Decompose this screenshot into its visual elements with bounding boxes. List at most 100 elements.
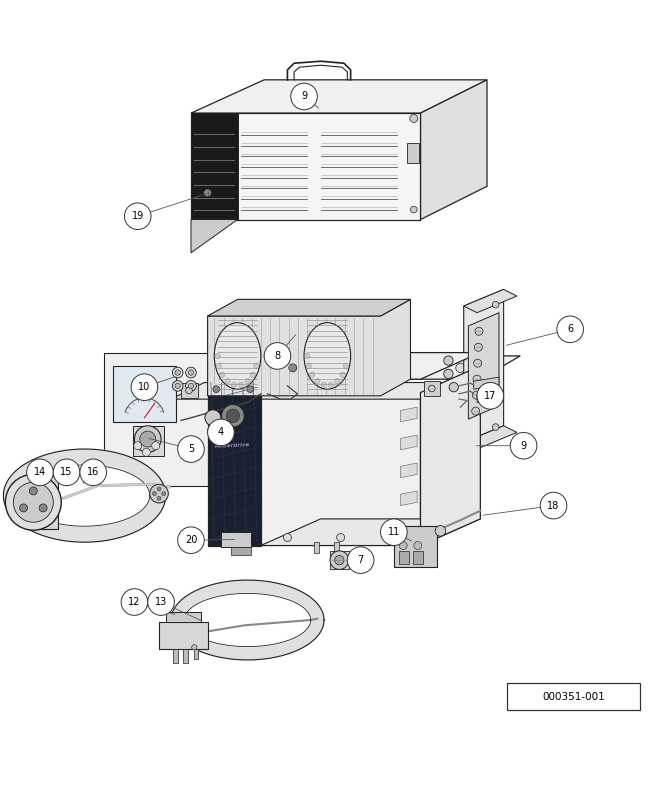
Text: 16: 16 xyxy=(87,467,100,477)
Circle shape xyxy=(475,327,483,335)
Circle shape xyxy=(186,387,192,394)
Circle shape xyxy=(473,375,481,383)
Polygon shape xyxy=(413,551,423,564)
Text: 9: 9 xyxy=(520,440,526,451)
Circle shape xyxy=(291,83,317,110)
Polygon shape xyxy=(330,551,349,569)
Circle shape xyxy=(283,534,291,542)
Circle shape xyxy=(226,409,240,422)
Ellipse shape xyxy=(304,323,351,389)
Circle shape xyxy=(297,96,305,104)
Polygon shape xyxy=(208,299,411,396)
Circle shape xyxy=(148,589,174,615)
Polygon shape xyxy=(171,580,324,660)
Circle shape xyxy=(215,353,220,359)
Circle shape xyxy=(157,496,161,500)
Text: 15: 15 xyxy=(60,467,73,477)
Polygon shape xyxy=(159,622,208,648)
Circle shape xyxy=(162,491,166,495)
Text: 10: 10 xyxy=(138,382,150,392)
Polygon shape xyxy=(191,113,238,220)
Text: 20: 20 xyxy=(185,535,197,545)
Circle shape xyxy=(192,644,197,650)
Circle shape xyxy=(216,363,222,369)
Circle shape xyxy=(254,363,259,369)
Circle shape xyxy=(150,484,168,503)
Polygon shape xyxy=(464,290,504,443)
Circle shape xyxy=(188,370,194,375)
Polygon shape xyxy=(208,299,411,316)
Bar xyxy=(507,682,640,710)
Circle shape xyxy=(540,492,567,519)
Circle shape xyxy=(328,382,333,388)
Circle shape xyxy=(492,424,499,430)
Circle shape xyxy=(474,360,482,367)
Circle shape xyxy=(13,482,53,522)
Circle shape xyxy=(140,431,156,447)
Bar xyxy=(314,542,319,553)
Circle shape xyxy=(289,364,297,372)
Circle shape xyxy=(435,525,446,536)
Circle shape xyxy=(472,391,480,399)
Circle shape xyxy=(134,442,142,450)
Circle shape xyxy=(444,356,453,365)
Circle shape xyxy=(186,381,196,391)
Polygon shape xyxy=(401,407,417,422)
Circle shape xyxy=(399,542,407,550)
Circle shape xyxy=(186,367,196,378)
Circle shape xyxy=(414,542,422,550)
Bar xyxy=(194,648,198,659)
Circle shape xyxy=(477,382,504,409)
Text: 11: 11 xyxy=(387,528,400,537)
Circle shape xyxy=(315,378,320,384)
Circle shape xyxy=(245,378,250,384)
Circle shape xyxy=(142,448,150,456)
Circle shape xyxy=(152,442,160,450)
Text: 13: 13 xyxy=(155,597,167,607)
Polygon shape xyxy=(468,312,499,419)
Text: 12: 12 xyxy=(128,597,141,607)
Polygon shape xyxy=(168,356,520,379)
Circle shape xyxy=(205,410,221,425)
Circle shape xyxy=(444,369,453,378)
Polygon shape xyxy=(184,593,311,647)
Circle shape xyxy=(411,206,417,213)
Polygon shape xyxy=(191,113,420,220)
Circle shape xyxy=(284,360,301,377)
Polygon shape xyxy=(208,379,261,546)
Polygon shape xyxy=(19,465,150,526)
Circle shape xyxy=(472,407,480,415)
Polygon shape xyxy=(477,390,502,403)
Circle shape xyxy=(238,382,244,388)
Circle shape xyxy=(220,372,225,378)
Circle shape xyxy=(306,363,311,369)
Circle shape xyxy=(124,203,151,229)
Circle shape xyxy=(415,364,425,374)
Polygon shape xyxy=(464,290,517,312)
Polygon shape xyxy=(231,547,251,556)
Circle shape xyxy=(243,369,253,378)
Polygon shape xyxy=(474,378,499,389)
Text: 4: 4 xyxy=(218,427,224,437)
Text: 000351-001: 000351-001 xyxy=(542,692,605,702)
Circle shape xyxy=(213,386,220,392)
Circle shape xyxy=(305,353,310,359)
Polygon shape xyxy=(424,382,440,396)
Circle shape xyxy=(347,547,374,573)
Circle shape xyxy=(316,369,325,378)
Polygon shape xyxy=(133,425,164,456)
Circle shape xyxy=(321,382,327,388)
Circle shape xyxy=(383,534,391,542)
Circle shape xyxy=(335,378,340,384)
Circle shape xyxy=(29,487,37,495)
Circle shape xyxy=(309,372,315,378)
Polygon shape xyxy=(166,612,201,622)
Polygon shape xyxy=(3,449,166,542)
Text: 14: 14 xyxy=(34,467,46,477)
Polygon shape xyxy=(191,220,238,253)
Circle shape xyxy=(225,378,230,384)
Circle shape xyxy=(121,589,148,615)
Text: 9: 9 xyxy=(301,92,307,101)
Circle shape xyxy=(208,419,234,446)
Circle shape xyxy=(175,383,180,389)
